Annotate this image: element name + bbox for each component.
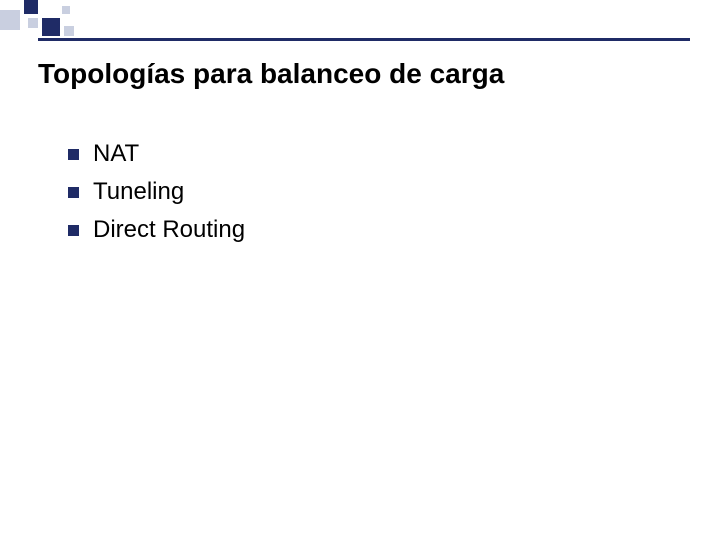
top-divider bbox=[38, 38, 690, 41]
bullet-square-icon bbox=[68, 149, 79, 160]
list-item-label: Direct Routing bbox=[93, 216, 245, 244]
list-item-label: Tuneling bbox=[93, 178, 184, 206]
deco-square-icon bbox=[0, 10, 20, 30]
list-item: NAT bbox=[68, 140, 245, 168]
corner-decoration bbox=[0, 0, 120, 40]
deco-square-icon bbox=[28, 18, 38, 28]
deco-square-icon bbox=[64, 26, 74, 36]
deco-square-icon bbox=[24, 0, 38, 14]
deco-square-icon bbox=[42, 18, 60, 36]
slide-title: Topologías para balanceo de carga bbox=[38, 58, 504, 90]
list-item-label: NAT bbox=[93, 140, 139, 168]
deco-square-icon bbox=[62, 6, 70, 14]
list-item: Tuneling bbox=[68, 178, 245, 206]
list-item: Direct Routing bbox=[68, 216, 245, 244]
bullet-list: NAT Tuneling Direct Routing bbox=[68, 140, 245, 254]
bullet-square-icon bbox=[68, 187, 79, 198]
bullet-square-icon bbox=[68, 225, 79, 236]
